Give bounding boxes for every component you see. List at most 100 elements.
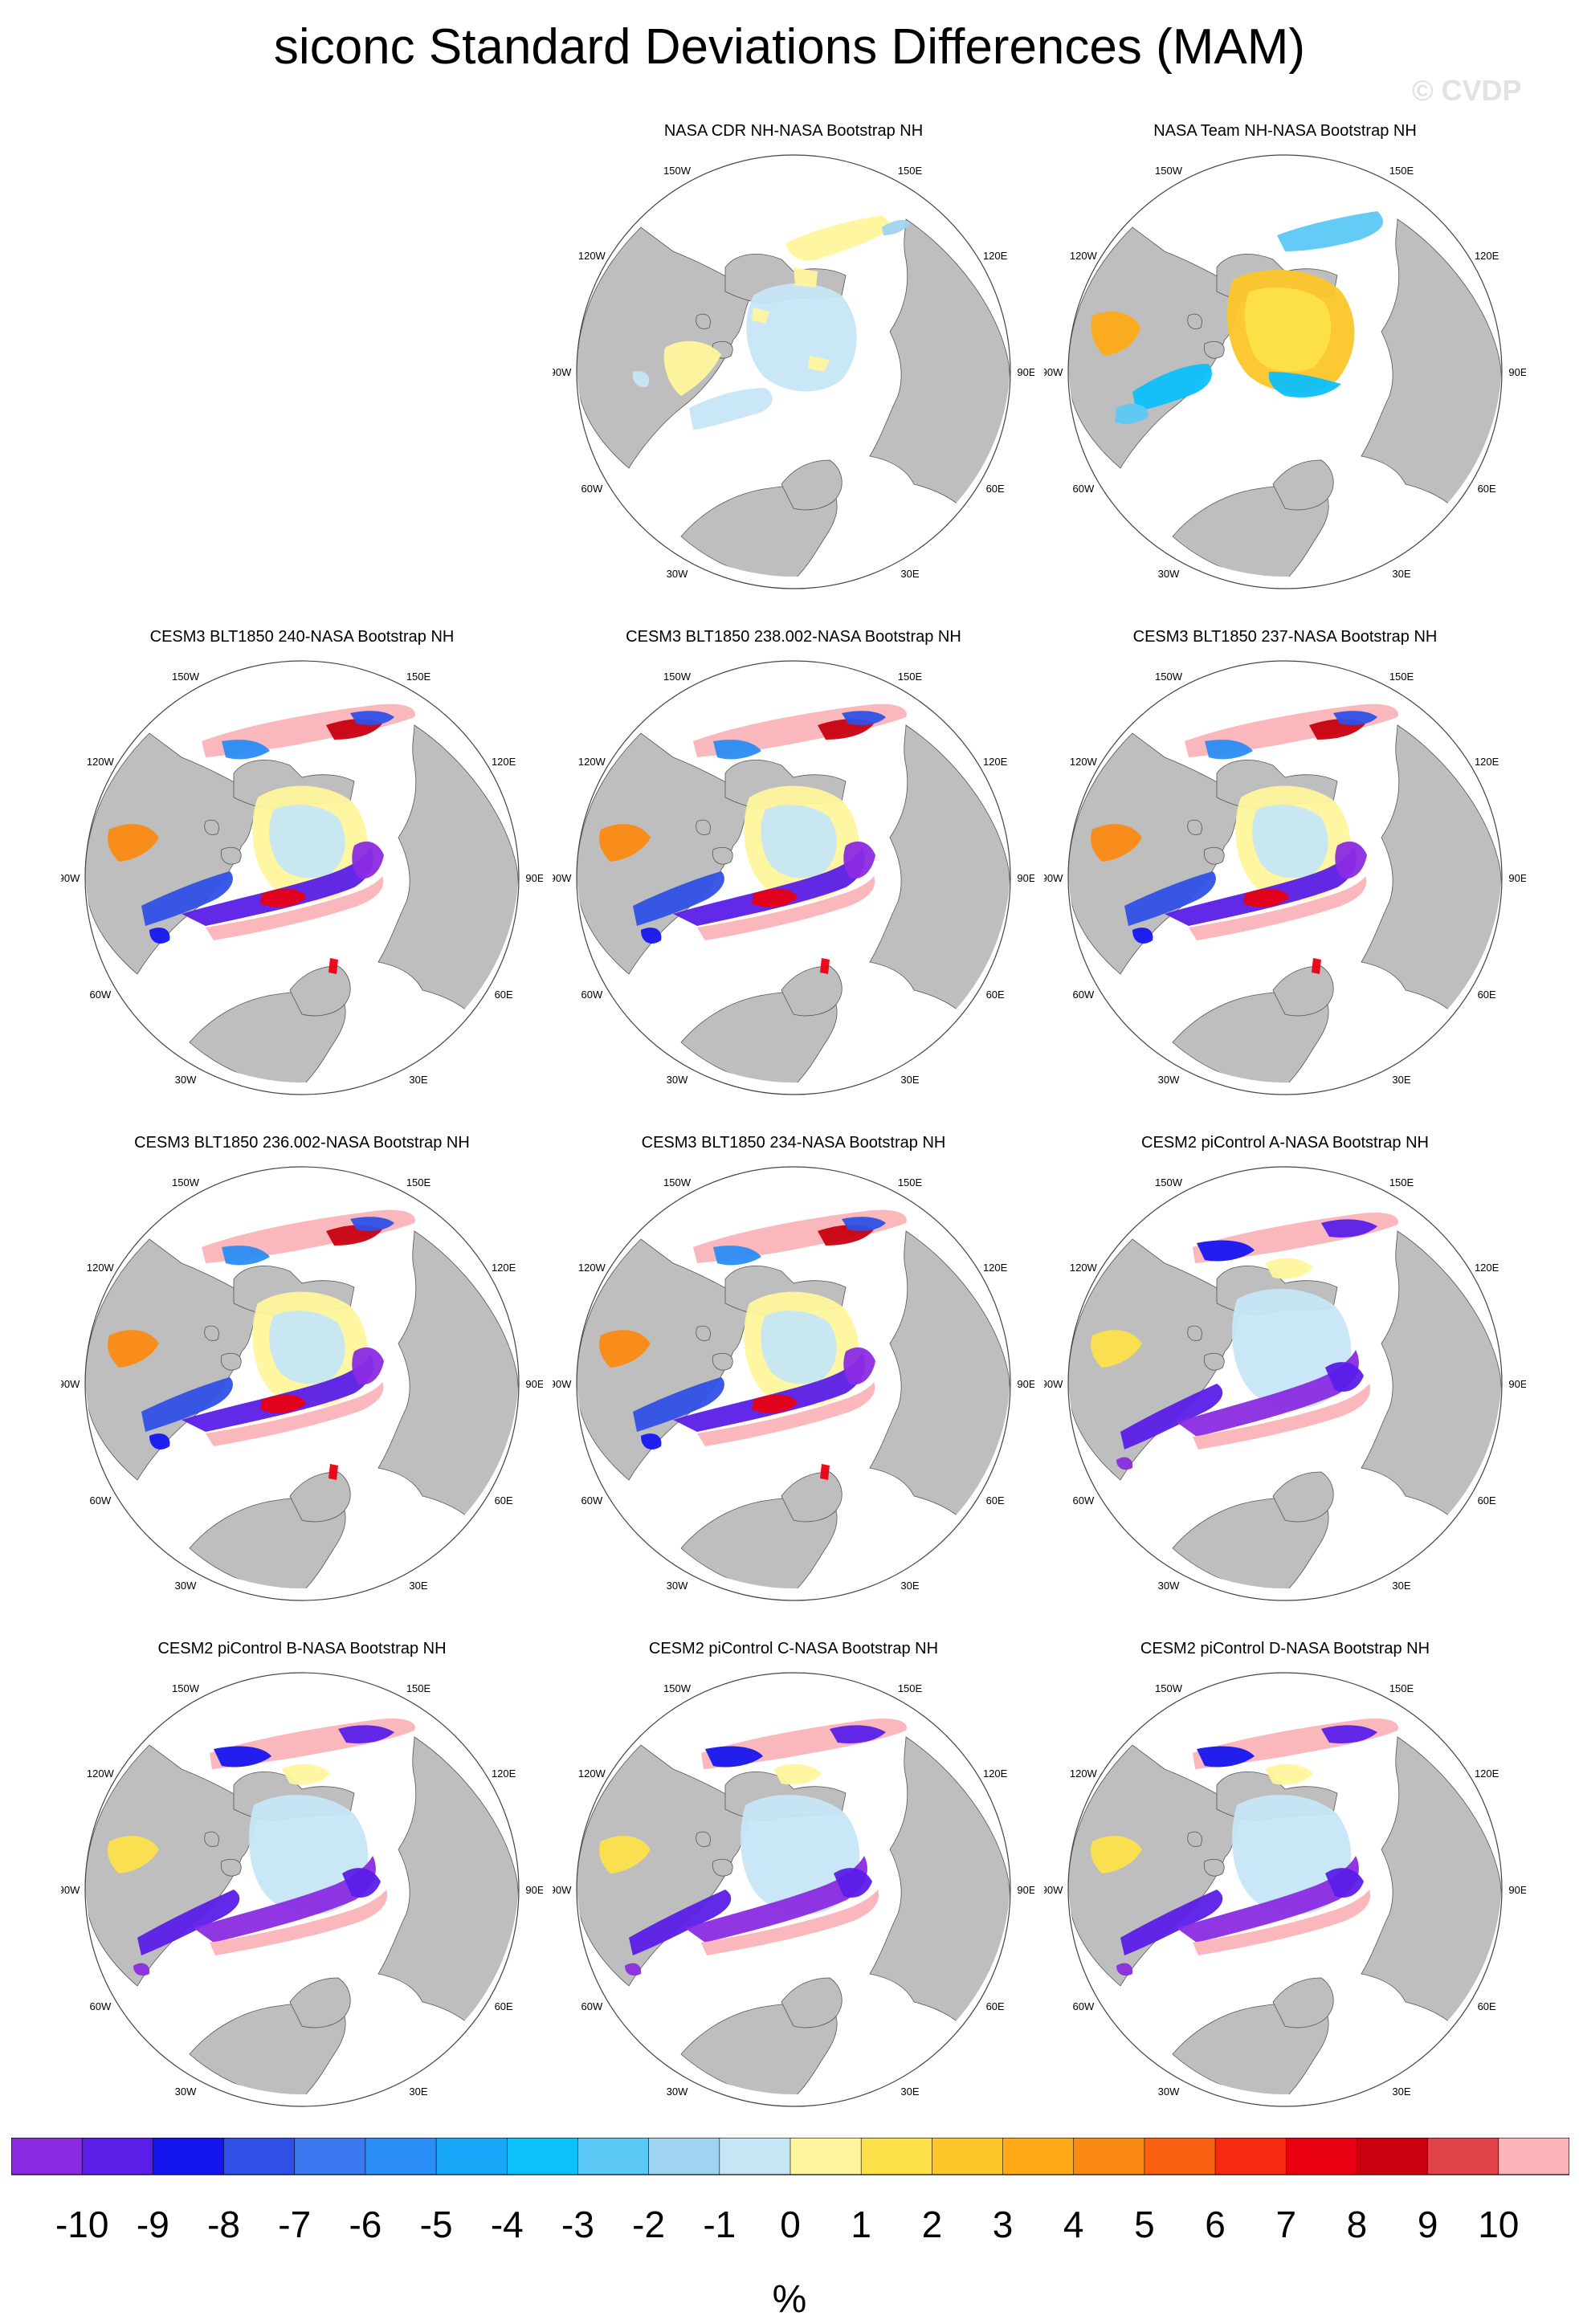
map-panel: NASA CDR NH-NASA Bootstrap NH 0 30E 60E 90E 1…	[553, 120, 1034, 602]
land-mass	[1068, 732, 1246, 975]
colorbar-swatch	[861, 2138, 932, 2175]
sea-ice-field	[761, 805, 837, 879]
land-mass	[204, 1831, 219, 1847]
sea-ice-field	[1325, 1362, 1364, 1392]
page-title: siconc Standard Deviations Differences (…	[273, 19, 1306, 75]
sea-ice-field	[673, 1353, 865, 1432]
longitude-label: 30W	[175, 1074, 197, 1086]
land-mass	[781, 1471, 843, 1523]
longitude-label: 30E	[409, 1580, 427, 1592]
colorbar-label: 6	[1205, 2204, 1226, 2245]
colorbar-label: 1	[851, 2204, 871, 2245]
land-mass	[1068, 1744, 1246, 1987]
colorbar-label: 4	[1063, 2204, 1084, 2245]
longitude-label: 30W	[667, 568, 688, 580]
longitude-label: 30E	[900, 568, 919, 580]
land-mass	[1361, 724, 1502, 1023]
longitude-label: 90W	[61, 1378, 80, 1390]
sea-ice-field	[1265, 1258, 1313, 1279]
panel-title: CESM3 BLT1850 237-NASA Bootstrap NH	[1132, 628, 1438, 646]
sea-ice-field	[214, 1746, 271, 1767]
land-mass	[1187, 1325, 1202, 1341]
sea-ice-field	[1265, 1763, 1313, 1785]
sea-ice-field	[1312, 958, 1321, 974]
sea-ice-field	[149, 928, 170, 944]
longitude-label: 120W	[578, 756, 606, 768]
land-mass	[220, 1352, 242, 1371]
longitude-label: 120E	[492, 756, 516, 768]
longitude-label: 90W	[1044, 1378, 1063, 1390]
sea-ice-field	[663, 340, 721, 396]
polar-map: 0 30E 60E 90E 120E 150E 180 150W 120W 90W 60W 30W	[553, 1661, 1034, 2118]
sea-ice-field	[673, 847, 865, 926]
land-mass	[869, 1736, 1010, 2035]
longitude-label: 30E	[1392, 2085, 1410, 2098]
longitude-label: 30E	[409, 1074, 427, 1086]
longitude-label: 60W	[1072, 1494, 1094, 1507]
colorbar-swatch	[223, 2138, 296, 2175]
sea-ice-field	[1132, 364, 1212, 412]
colorbar-label: 10	[1478, 2204, 1519, 2245]
longitude-label: 150W	[172, 1176, 200, 1189]
sea-ice-field	[1197, 1746, 1255, 1767]
map-boundary	[84, 1166, 520, 1601]
land-mass	[1389, 1054, 1419, 1074]
map-boundary	[576, 1166, 1011, 1601]
longitude-label: 0	[790, 1105, 796, 1107]
panel-title: NASA Team NH-NASA Bootstrap NH	[1153, 122, 1417, 140]
land-mass	[204, 819, 219, 835]
sea-ice-field	[1091, 1330, 1142, 1368]
longitude-label: 150W	[1155, 1682, 1183, 1694]
longitude-label: 180	[785, 649, 802, 651]
longitude-label: 60W	[1072, 989, 1094, 1001]
land-mass	[897, 548, 928, 568]
sea-ice-field	[633, 871, 724, 926]
colorbar-swatch	[932, 2138, 1004, 2175]
longitude-label: 150E	[406, 1176, 431, 1189]
panel-title: CESM3 BLT1850 240-NASA Bootstrap NH	[149, 628, 455, 646]
longitude-label: 90W	[553, 1884, 572, 1896]
map-panel: NASA Team NH-NASA Bootstrap NH 0 30E 60E 90E…	[1044, 120, 1526, 602]
longitude-label: 30W	[1158, 568, 1180, 580]
longitude-label: 60E	[986, 483, 1005, 495]
longitude-label: 90E	[525, 1378, 543, 1390]
land-mass	[1068, 226, 1246, 469]
sea-ice-field	[1091, 824, 1142, 862]
land-mass	[1361, 1736, 1502, 2035]
longitude-label: 30W	[667, 1580, 688, 1592]
longitude-label: 60E	[1478, 1494, 1496, 1507]
longitude-label: 180	[293, 1155, 311, 1157]
sea-ice-field	[834, 1868, 872, 1898]
land-mass	[85, 1744, 263, 1987]
land-mass	[1389, 2065, 1419, 2085]
longitude-label: 150W	[663, 671, 692, 683]
longitude-label: 60E	[495, 1494, 513, 1507]
longitude-label: 150E	[898, 165, 923, 177]
map-boundary	[576, 154, 1011, 589]
sea-ice-field	[1116, 1457, 1133, 1470]
colorbar-swatch	[577, 2138, 650, 2175]
map-panel: CESM2 piControl A-NASA Bootstrap NH 0 30E 6…	[1044, 1132, 1526, 1614]
sea-ice-field	[632, 371, 650, 388]
panel-title: CESM2 piControl A-NASA Bootstrap NH	[1141, 1134, 1429, 1152]
colorbar-swatch	[648, 2138, 720, 2175]
longitude-label: 150W	[172, 1682, 200, 1694]
longitude-label: 150E	[1389, 165, 1414, 177]
sea-ice-field	[1321, 1725, 1377, 1743]
colorbar-swatch	[1002, 2138, 1075, 2175]
longitude-label: 30E	[900, 1580, 919, 1592]
longitude-label: 180	[293, 649, 311, 651]
sea-ice-field	[1193, 1890, 1371, 1955]
sea-ice-field	[350, 1217, 394, 1231]
sea-ice-field	[761, 1311, 837, 1384]
land-mass	[577, 1238, 754, 1481]
longitude-label: 150E	[898, 671, 923, 683]
sea-ice-field	[137, 1890, 240, 1955]
sea-ice-field	[352, 841, 384, 879]
sea-ice-field	[182, 847, 373, 926]
longitude-label: 30E	[1392, 1074, 1410, 1086]
sea-ice-field	[1177, 1856, 1359, 1943]
longitude-label: 60E	[986, 2000, 1005, 2012]
sea-ice-field	[1335, 841, 1367, 879]
sea-ice-field	[625, 1963, 642, 1976]
